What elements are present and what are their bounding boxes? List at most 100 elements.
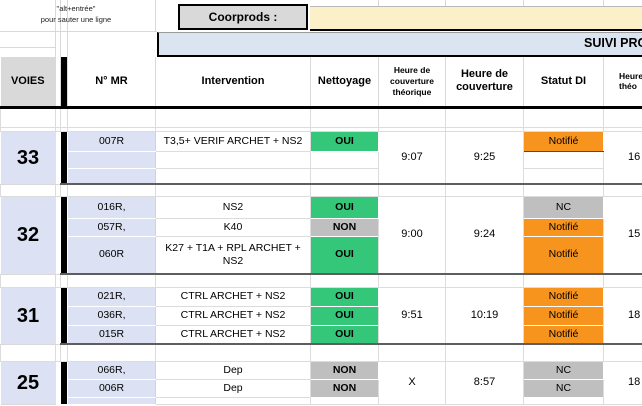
empty-cell[interactable] bbox=[0, 343, 56, 362]
empty-cell[interactable] bbox=[60, 343, 68, 362]
cell-statut-di[interactable]: Notifié bbox=[523, 130, 604, 152]
cell-mr[interactable]: 015R bbox=[67, 324, 156, 345]
empty-cell[interactable] bbox=[67, 183, 156, 197]
cell-heure-theo[interactable]: 16 bbox=[603, 130, 642, 185]
cell-voie[interactable]: 32 bbox=[0, 196, 56, 275]
cell-voie[interactable]: 31 bbox=[0, 287, 56, 345]
empty-cell[interactable] bbox=[310, 343, 379, 362]
cell-statut-di[interactable]: Notifié bbox=[523, 305, 604, 326]
cell-mr[interactable]: 036R, bbox=[67, 305, 156, 326]
empty-cell[interactable] bbox=[603, 183, 642, 197]
empty-cell[interactable] bbox=[378, 343, 446, 362]
cell-statut-di[interactable] bbox=[523, 167, 604, 185]
empty-cell[interactable] bbox=[378, 106, 446, 128]
cell-intervention[interactable]: NS2 bbox=[155, 195, 311, 219]
empty-cell[interactable] bbox=[523, 273, 604, 288]
col-header-voies[interactable]: VOIES bbox=[0, 57, 56, 109]
cell-heure-couverture[interactable]: 9:24 bbox=[445, 195, 524, 275]
cell-intervention[interactable]: CTRL ARCHET + NS2 bbox=[155, 305, 311, 326]
col-header-statut-di[interactable]: Statut DI bbox=[523, 57, 604, 109]
empty-cell[interactable] bbox=[603, 343, 642, 362]
cell-heure-theo[interactable]: 18 bbox=[603, 286, 642, 345]
cell-statut-di[interactable]: Notifié bbox=[523, 286, 604, 307]
empty-cell[interactable] bbox=[0, 106, 56, 128]
cell-statut-di[interactable]: NC bbox=[523, 195, 604, 219]
col-header-nettoyage[interactable]: Nettoyage bbox=[310, 57, 379, 109]
cell-intervention[interactable]: T3,5+ VERIF ARCHET + NS2 bbox=[155, 130, 311, 152]
cell-mr[interactable] bbox=[67, 396, 156, 405]
empty-cell[interactable] bbox=[310, 106, 379, 128]
empty-cell[interactable] bbox=[445, 343, 524, 362]
empty-cell[interactable] bbox=[155, 273, 311, 288]
empty-cell[interactable] bbox=[60, 106, 68, 128]
cell-nettoyage[interactable]: OUI bbox=[310, 305, 379, 326]
col-header-intervention[interactable]: Intervention bbox=[155, 57, 311, 109]
cell-mr[interactable]: 006R bbox=[67, 378, 156, 398]
cell-intervention[interactable] bbox=[155, 396, 311, 405]
cell-mr[interactable]: 021R, bbox=[67, 286, 156, 307]
cell-intervention[interactable]: K40 bbox=[155, 217, 311, 237]
empty-cell[interactable] bbox=[310, 183, 379, 197]
empty-cell[interactable] bbox=[523, 343, 604, 362]
cell-statut-di[interactable]: Notifié bbox=[523, 235, 604, 275]
cell-intervention[interactable] bbox=[155, 167, 311, 185]
cell-nettoyage[interactable]: OUI bbox=[310, 324, 379, 345]
cell-heure-couverture-theorique[interactable]: 9:07 bbox=[378, 130, 446, 185]
empty-cell[interactable] bbox=[378, 183, 446, 197]
empty-cell[interactable] bbox=[155, 106, 311, 128]
empty-cell[interactable] bbox=[67, 106, 156, 128]
cell-mr[interactable]: 016R, bbox=[67, 195, 156, 219]
cell-nettoyage[interactable]: NON bbox=[310, 378, 379, 398]
cell-statut-di[interactable]: NC bbox=[523, 360, 604, 380]
empty-cell[interactable] bbox=[445, 273, 524, 288]
cell-nettoyage[interactable] bbox=[310, 150, 379, 169]
cell-intervention[interactable] bbox=[155, 150, 311, 169]
empty-cell[interactable] bbox=[310, 273, 379, 288]
empty-cell[interactable] bbox=[67, 273, 156, 288]
col-header-heure-couverture[interactable]: Heure de couverture bbox=[445, 57, 524, 109]
cell-nettoyage[interactable]: OUI bbox=[310, 286, 379, 307]
cell-mr[interactable] bbox=[67, 167, 156, 185]
empty-cell[interactable] bbox=[155, 343, 311, 362]
empty-cell[interactable] bbox=[60, 183, 68, 197]
cell-heure-couverture[interactable]: 10:19 bbox=[445, 286, 524, 345]
col-header-mr[interactable]: N° MR bbox=[67, 57, 156, 109]
cell-heure-couverture[interactable]: 8:57 bbox=[445, 360, 524, 405]
empty-cell[interactable] bbox=[0, 183, 56, 197]
empty-cell[interactable] bbox=[0, 273, 56, 288]
cell-intervention[interactable]: Dep bbox=[155, 378, 311, 398]
cell-statut-di[interactable]: NC bbox=[523, 378, 604, 398]
cell-heure-theo[interactable]: 15 bbox=[603, 195, 642, 275]
empty-cell[interactable] bbox=[67, 343, 156, 362]
empty-cell[interactable] bbox=[378, 273, 446, 288]
cell-voie[interactable]: 25 bbox=[0, 361, 56, 405]
cell-heure-couverture-theorique[interactable]: 9:51 bbox=[378, 286, 446, 345]
empty-cell[interactable] bbox=[155, 183, 311, 197]
cell-heure-couverture[interactable]: 9:25 bbox=[445, 130, 524, 185]
cell-mr[interactable]: 060R bbox=[67, 235, 156, 275]
cell-heure-theo[interactable]: 18 bbox=[603, 360, 642, 405]
empty-cell[interactable] bbox=[523, 183, 604, 197]
cell-intervention[interactable]: K27 + T1A + RPL ARCHET + NS2 bbox=[155, 235, 311, 275]
coorprods-label-cell[interactable]: Coorprods : bbox=[178, 4, 308, 30]
cell-mr[interactable]: 007R bbox=[67, 130, 156, 152]
cell-mr[interactable]: 066R, bbox=[67, 360, 156, 380]
cell-statut-di[interactable]: Notifié bbox=[523, 217, 604, 237]
cell-heure-couverture-theorique[interactable]: 9:00 bbox=[378, 195, 446, 275]
cell-intervention[interactable]: CTRL ARCHET + NS2 bbox=[155, 324, 311, 345]
cell-heure-couverture-theorique[interactable]: X bbox=[378, 360, 446, 405]
cell-nettoyage[interactable]: OUI bbox=[310, 235, 379, 275]
empty-cell[interactable] bbox=[445, 183, 524, 197]
empty-cell[interactable] bbox=[445, 106, 524, 128]
cell-voie[interactable]: 33 bbox=[0, 131, 56, 185]
cell-nettoyage[interactable] bbox=[310, 396, 379, 405]
cell-nettoyage[interactable]: NON bbox=[310, 217, 379, 237]
coorprods-value-cell[interactable] bbox=[310, 6, 642, 31]
cell-nettoyage[interactable]: OUI bbox=[310, 195, 379, 219]
cell-statut-di[interactable] bbox=[523, 150, 604, 169]
cell-mr[interactable] bbox=[67, 150, 156, 169]
cell-statut-di[interactable]: Notifié bbox=[523, 324, 604, 345]
empty-cell[interactable] bbox=[603, 106, 642, 128]
cell-mr[interactable]: 057R, bbox=[67, 217, 156, 237]
cell-nettoyage[interactable]: NON bbox=[310, 360, 379, 380]
